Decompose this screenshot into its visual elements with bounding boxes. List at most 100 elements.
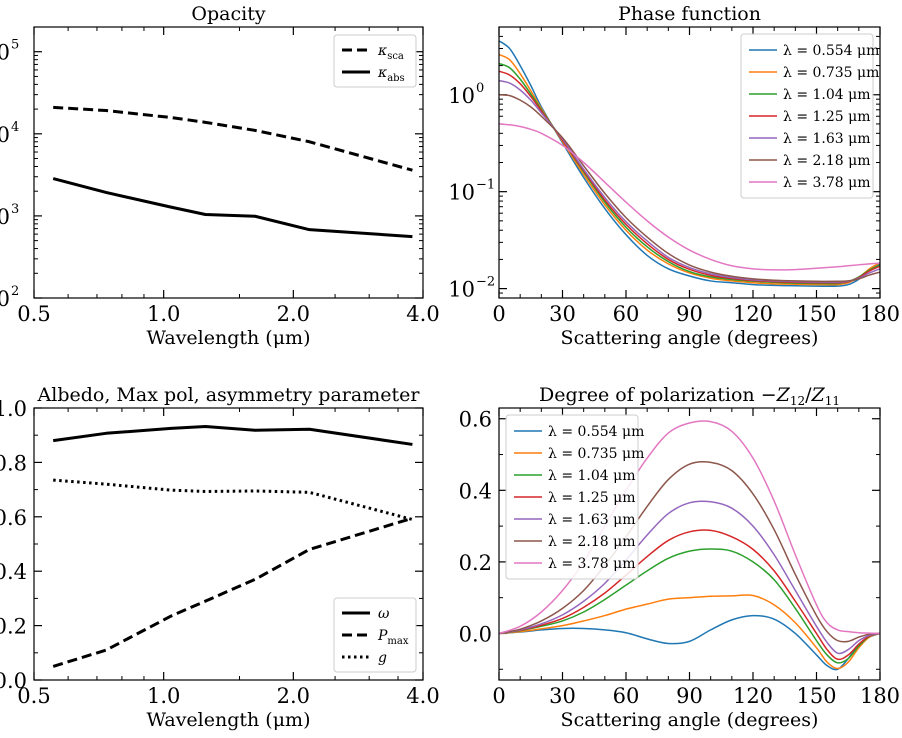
- albedo-xtick-label: 1.0: [147, 684, 180, 708]
- opacity-series-line: [53, 105, 413, 172]
- albedo-panel: Albedo, Max pol, asymmetry parameter Wave…: [0, 384, 440, 731]
- albedo-series-group: [52, 425, 413, 668]
- polarization-xtick-label: 180: [860, 684, 900, 708]
- polarization-xtick-label: 120: [733, 684, 773, 708]
- albedo-ytick-label: 0.2: [0, 615, 27, 639]
- opacity-xtick-label: 1.0: [147, 302, 180, 326]
- phase-minor-ticks: [499, 27, 880, 298]
- phase-ytick-label: 10: [448, 278, 475, 302]
- opacity-ytick-label: 10: [0, 123, 10, 147]
- phase-ytick-label: 10: [448, 181, 475, 205]
- polarization-xtick-label: 0: [492, 684, 505, 708]
- phase-series-line: [499, 40, 880, 288]
- title-z1: Z: [776, 384, 791, 406]
- phase-legend: λ = 0.554 μm λ = 0.735 μm λ = 1.04 μm λ = 1…: [740, 33, 879, 199]
- opacity-xtick-label: 0.5: [17, 302, 50, 326]
- phase-xtick-label: 0: [492, 302, 505, 326]
- phase-legend-box: [740, 33, 874, 199]
- phase-legend-label: λ = 1.25 μm: [783, 109, 871, 125]
- phase-title: Phase function: [618, 3, 761, 25]
- polarization-series-line: [499, 548, 880, 664]
- phase-series-line: [499, 94, 880, 283]
- phase-xlabel: Scattering angle (degrees): [561, 327, 819, 349]
- opacity-ytick-label: 10: [0, 41, 10, 65]
- opacity-ytick-exponent: 2: [11, 284, 19, 299]
- opacity-xlabel: Wavelength (μm): [146, 327, 310, 349]
- albedo-legend-label: ω: [378, 606, 390, 622]
- opacity-ytick-exponent: 5: [11, 38, 19, 53]
- phase-legend-label: λ = 1.63 μm: [783, 131, 871, 147]
- opacity-legend-box: [333, 34, 417, 88]
- albedo-series-line: [52, 425, 413, 446]
- title-z2-sub: 11: [825, 394, 840, 408]
- opacity-title: Opacity: [191, 3, 265, 25]
- polarization-plot-frame: [498, 407, 881, 681]
- opacity-xtick-label: 2.0: [277, 302, 310, 326]
- phase-legend-label: λ = 0.735 μm: [783, 65, 879, 81]
- opacity-ytick-exponent: 3: [11, 202, 19, 217]
- albedo-xtick-label: 0.5: [17, 684, 50, 708]
- title-z2: Z: [811, 384, 826, 406]
- phase-panel: Phase function Scattering angle (degrees)…: [448, 3, 900, 349]
- polarization-xlabel: Scattering angle (degrees): [561, 709, 819, 731]
- phase-ytick-exponent: 0: [476, 81, 484, 96]
- legend-subscript: max: [387, 636, 408, 647]
- polarization-title: Degree of polarization −Z12/Z11: [539, 384, 840, 408]
- legend-symbol: g: [378, 650, 387, 666]
- albedo-ytick-label: 0.8: [0, 451, 27, 475]
- opacity-ytick-label: 10: [0, 205, 10, 229]
- albedo-ytick-label: 0.0: [0, 669, 27, 693]
- phase-legend-label: λ = 1.04 μm: [783, 87, 871, 103]
- title-z1-sub: 12: [790, 394, 805, 408]
- polarization-series-line: [499, 460, 880, 643]
- polarization-legend-box: [505, 414, 639, 580]
- opacity-plot-frame: [33, 26, 424, 299]
- legend-symbol: κ: [377, 43, 387, 59]
- albedo-title: Albedo, Max pol, asymmetry parameter: [37, 384, 421, 406]
- albedo-series-line: [52, 516, 413, 668]
- polarization-ytick-label: 0.4: [459, 479, 492, 503]
- polarization-xtick-label: 90: [676, 684, 703, 708]
- phase-legend-label: λ = 0.554 μm: [783, 43, 879, 59]
- phase-xtick-label: 180: [860, 302, 900, 326]
- opacity-series-group: [52, 105, 413, 239]
- phase-xtick-label: 120: [733, 302, 773, 326]
- legend-subscript: abs: [387, 73, 405, 84]
- polarization-minor-ticks: [499, 408, 880, 680]
- opacity-xtick-label: 4.0: [406, 302, 439, 326]
- albedo-legend-label: g: [378, 650, 387, 666]
- opacity-ytick-label: 10: [0, 287, 10, 311]
- opacity-series-line: [52, 177, 413, 239]
- legend-symbol: P: [377, 628, 388, 644]
- polarization-ytick-label: 0.2: [459, 551, 492, 575]
- albedo-ytick-label: 1.0: [0, 397, 27, 421]
- title-main: Degree of polarization −: [539, 384, 777, 406]
- opacity-ytick-exponent: 4: [11, 120, 19, 135]
- title-slash: /: [805, 384, 812, 406]
- opacity-minor-ticks: [34, 27, 423, 298]
- polarization-legend-label: λ = 1.25 μm: [548, 490, 636, 506]
- polarization-ytick-label: 0.6: [459, 408, 492, 432]
- albedo-legend-label: Pmax: [377, 628, 409, 647]
- polarization-legend-label: λ = 2.18 μm: [548, 534, 636, 550]
- phase-legend-label: λ = 2.18 μm: [783, 153, 871, 169]
- phase-series-line: [499, 53, 880, 286]
- polarization-legend-label: λ = 0.554 μm: [548, 424, 644, 440]
- polarization-legend-label: λ = 3.78 μm: [548, 556, 636, 572]
- albedo-minor-ticks: [34, 408, 423, 680]
- phase-series-group: [499, 40, 880, 288]
- polarization-xtick-label: 30: [549, 684, 576, 708]
- polarization-legend-label: λ = 0.735 μm: [548, 446, 644, 462]
- phase-ytick-exponent: −1: [476, 178, 495, 193]
- polarization-series-line: [499, 594, 880, 670]
- opacity-legend-label: κsca: [377, 43, 404, 62]
- legend-symbol: ω: [378, 606, 390, 622]
- albedo-xtick-label: 4.0: [406, 684, 439, 708]
- albedo-xtick-label: 2.0: [277, 684, 310, 708]
- legend-symbol: κ: [377, 65, 387, 81]
- phase-ytick-label: 10: [448, 84, 475, 108]
